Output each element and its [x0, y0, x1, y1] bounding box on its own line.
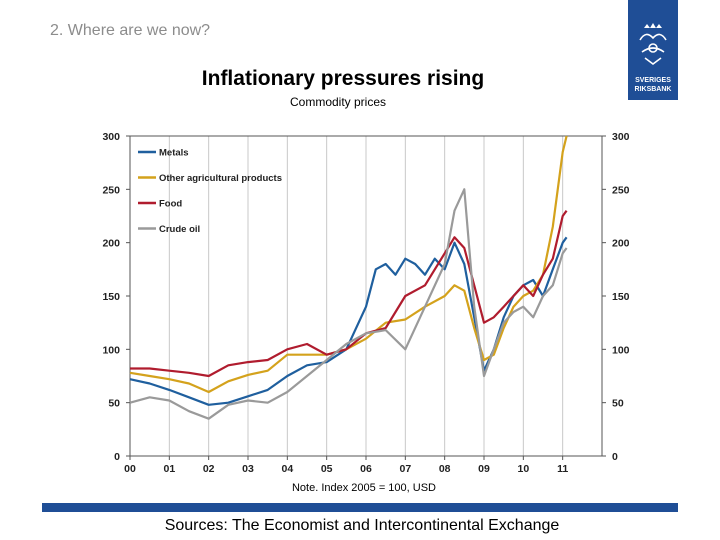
y-tick-label-right: 150: [612, 291, 630, 303]
series-line: [129, 188, 568, 420]
x-tick-label: 06: [360, 463, 372, 475]
y-tick-label-left: 200: [102, 238, 120, 250]
chart-note: Note. Index 2005 = 100, USD: [291, 482, 436, 494]
y-tick-label-left: 250: [102, 184, 120, 196]
x-tick-label: 08: [439, 463, 451, 475]
riksbank-logo: SVERIGES RIKSBANK: [628, 0, 678, 100]
y-tick-label-right: 100: [612, 344, 630, 356]
section-heading: 2. Where are we now?: [50, 22, 211, 39]
svg-text:SVERIGES: SVERIGES: [635, 77, 671, 84]
legend-label: Food: [159, 199, 182, 210]
y-tick-label-right: 200: [612, 238, 630, 250]
series-line: [129, 236, 568, 406]
chart-subtitle: Commodity prices: [289, 95, 387, 109]
x-tick-label: 07: [399, 463, 411, 475]
x-tick-label: 10: [517, 463, 529, 475]
legend-label: Metals: [159, 148, 189, 159]
y-tick-label-left: 50: [108, 398, 120, 410]
x-tick-label: 03: [242, 463, 254, 475]
chart-title: Inflationary pressures rising: [201, 67, 485, 90]
x-tick-label: 09: [478, 463, 490, 475]
series-line: [129, 135, 568, 394]
x-tick-label: 00: [124, 463, 136, 475]
legend-label: Crude oil: [159, 224, 200, 235]
series-line: [130, 210, 568, 378]
x-tick-label: 02: [203, 463, 215, 475]
x-tick-label: 04: [281, 463, 293, 475]
y-tick-label-right: 300: [612, 131, 630, 143]
x-tick-label: 11: [557, 463, 568, 475]
x-tick-label: 05: [321, 463, 333, 475]
y-tick-label-right: 50: [612, 398, 624, 410]
legend-label: Other agricultural products: [159, 173, 282, 184]
y-tick-label-left: 100: [102, 344, 120, 356]
y-tick-label-right: 0: [612, 451, 618, 463]
footer-bar: [42, 503, 678, 512]
y-tick-label-right: 250: [612, 184, 630, 196]
y-tick-label-left: 150: [102, 291, 120, 303]
svg-text:RIKSBANK: RIKSBANK: [635, 86, 672, 93]
sources-text: Sources: The Economist and Intercontinen…: [164, 517, 560, 534]
y-tick-label-left: 300: [102, 131, 120, 143]
y-tick-label-left: 0: [114, 451, 120, 463]
x-tick-label: 01: [163, 463, 175, 475]
